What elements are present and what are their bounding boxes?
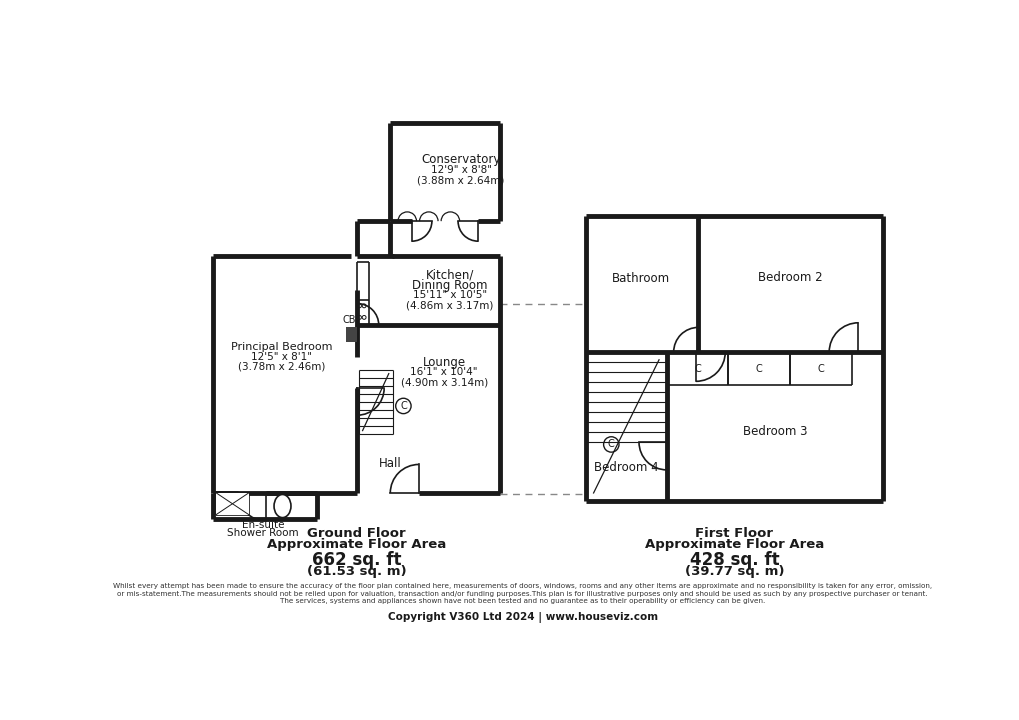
Bar: [390, 123, 499, 221]
Bar: [213, 493, 317, 519]
Bar: [585, 216, 882, 500]
Text: 15'11" x 10'5": 15'11" x 10'5": [412, 290, 486, 300]
Text: Whilst every attempt has been made to ensure the accuracy of the floor plan cont: Whilst every attempt has been made to en…: [113, 583, 931, 589]
Text: 428 sq. ft: 428 sq. ft: [689, 552, 779, 570]
Bar: [213, 256, 499, 493]
Text: First Floor: First Floor: [695, 527, 772, 540]
Ellipse shape: [274, 495, 290, 518]
Text: En-suite: En-suite: [242, 521, 284, 531]
Text: (61.53 sq. m): (61.53 sq. m): [307, 564, 406, 577]
Text: (3.78m x 2.46m): (3.78m x 2.46m): [237, 361, 325, 372]
Bar: [346, 327, 357, 342]
Text: Kitchen/: Kitchen/: [425, 269, 473, 282]
Text: or mis-statement.The measurements should not be relied upon for valuation, trans: or mis-statement.The measurements should…: [117, 590, 927, 597]
Text: Lounge: Lounge: [422, 356, 466, 369]
Text: Approximate Floor Area: Approximate Floor Area: [644, 539, 823, 552]
Text: Shower Room: Shower Room: [227, 528, 299, 538]
Text: 12'5" x 8'1": 12'5" x 8'1": [251, 351, 312, 361]
Text: (39.77 sq. m): (39.77 sq. m): [684, 564, 784, 577]
Text: (4.90m x 3.14m): (4.90m x 3.14m): [400, 377, 487, 387]
Text: The services, systems and appliances shown have not been tested and no guarantee: The services, systems and appliances sho…: [280, 598, 764, 605]
Text: Principal Bedroom: Principal Bedroom: [230, 342, 332, 351]
Text: Bathroom: Bathroom: [611, 272, 669, 285]
Text: Bedroom 4: Bedroom 4: [593, 461, 657, 474]
Text: C: C: [607, 439, 614, 449]
Text: C: C: [816, 364, 823, 374]
Text: C: C: [694, 364, 700, 374]
Text: Bedroom 2: Bedroom 2: [758, 271, 822, 284]
Text: 16'1" x 10'4": 16'1" x 10'4": [410, 367, 478, 377]
Text: (4.86m x 3.17m): (4.86m x 3.17m): [406, 300, 493, 310]
Bar: [357, 280, 499, 315]
Text: Bedroom 3: Bedroom 3: [742, 425, 807, 438]
Text: CB: CB: [342, 315, 356, 325]
Text: Dining Room: Dining Room: [412, 279, 487, 292]
Text: C: C: [755, 364, 762, 374]
Bar: [216, 493, 249, 515]
Text: 12'9" x 8'8": 12'9" x 8'8": [430, 166, 491, 176]
Text: (3.88m x 2.64m): (3.88m x 2.64m): [417, 176, 504, 185]
Text: Conservatory: Conservatory: [421, 153, 500, 166]
Text: 662 sq. ft: 662 sq. ft: [312, 552, 400, 570]
Text: Approximate Floor Area: Approximate Floor Area: [267, 539, 445, 552]
Text: Ground Floor: Ground Floor: [307, 527, 406, 540]
Text: C: C: [399, 401, 407, 411]
Text: Hall: Hall: [379, 457, 401, 470]
Text: Copyright V360 Ltd 2024 | www.houseviz.com: Copyright V360 Ltd 2024 | www.houseviz.c…: [387, 611, 657, 623]
